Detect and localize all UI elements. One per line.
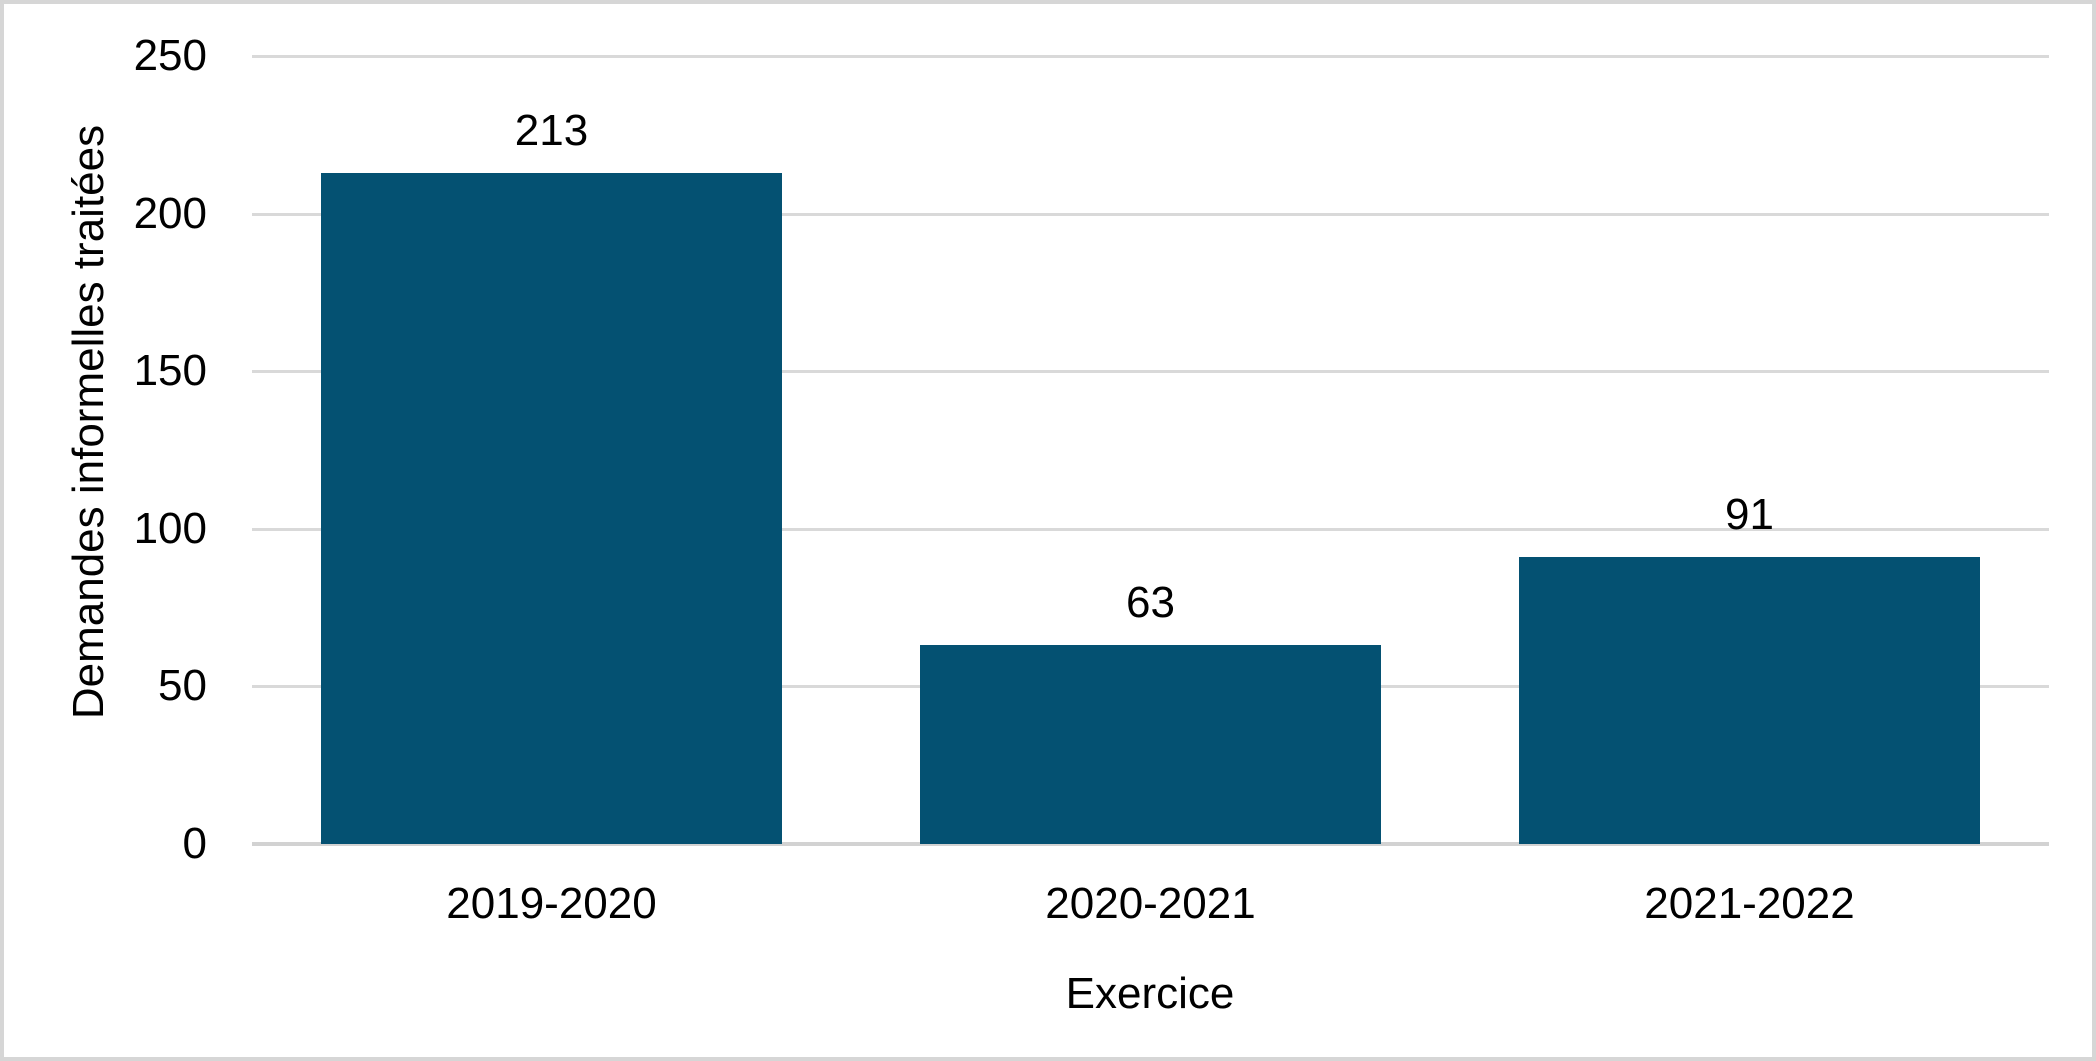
gridline bbox=[252, 527, 2049, 531]
y-tick-label: 100 bbox=[133, 503, 207, 553]
gridline bbox=[252, 55, 2049, 58]
y-tick-label: 50 bbox=[158, 661, 207, 711]
bar-value-label: 213 bbox=[514, 105, 589, 155]
gridline bbox=[252, 212, 2049, 216]
gridline bbox=[252, 370, 2049, 374]
bar-value-label: 91 bbox=[1725, 490, 1774, 540]
y-tick-label: 200 bbox=[133, 188, 207, 238]
x-axis-line bbox=[252, 842, 2049, 846]
bar bbox=[920, 645, 1381, 844]
bar bbox=[321, 172, 782, 844]
x-axis-title: Exercice bbox=[1065, 969, 1235, 1018]
x-tick-label: 2021-2022 bbox=[1644, 879, 1855, 928]
y-tick-label: 0 bbox=[182, 819, 207, 868]
x-tick-label: 2019-2020 bbox=[446, 879, 657, 928]
x-tick-label: 2020-2021 bbox=[1045, 879, 1256, 928]
y-tick-label: 150 bbox=[133, 346, 207, 396]
bar-value-label: 63 bbox=[1126, 578, 1175, 628]
bar bbox=[1519, 557, 1980, 844]
y-tick-label: 250 bbox=[133, 31, 207, 80]
